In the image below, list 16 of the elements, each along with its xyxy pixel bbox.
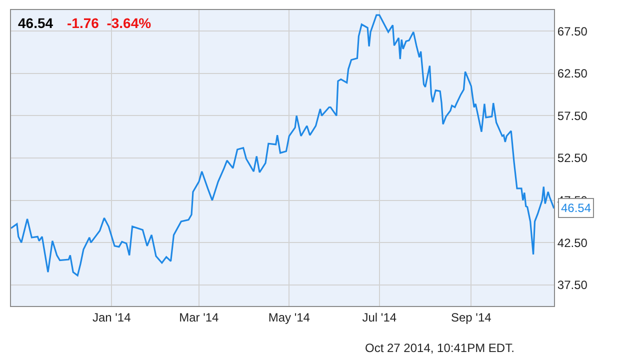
annotation: 46.54 bbox=[561, 201, 592, 215]
y-tick-label: 67.50 bbox=[557, 24, 588, 38]
y-tick-label: 57.50 bbox=[557, 108, 588, 123]
y-tick-label: 37.50 bbox=[557, 278, 588, 292]
y-tick-label: 62.50 bbox=[557, 66, 588, 81]
x-tick-label: Jan '14 bbox=[92, 310, 132, 324]
line-series bbox=[11, 14, 554, 276]
chart-title: 46.54 bbox=[18, 15, 54, 31]
chart-subtitle: -1.76 -3.64% bbox=[67, 15, 152, 31]
x-tick-label: Sep '14 bbox=[450, 310, 492, 324]
x-tick-label: Jul '14 bbox=[362, 310, 397, 324]
y-tick-label: 52.50 bbox=[557, 151, 588, 166]
x-tick-label: May '14 bbox=[268, 310, 310, 324]
x-tick-label: Mar '14 bbox=[179, 310, 220, 324]
y-tick-label: 42.50 bbox=[557, 236, 588, 250]
text: Oct 27 2014, 10:41PM EDT. bbox=[365, 341, 514, 355]
